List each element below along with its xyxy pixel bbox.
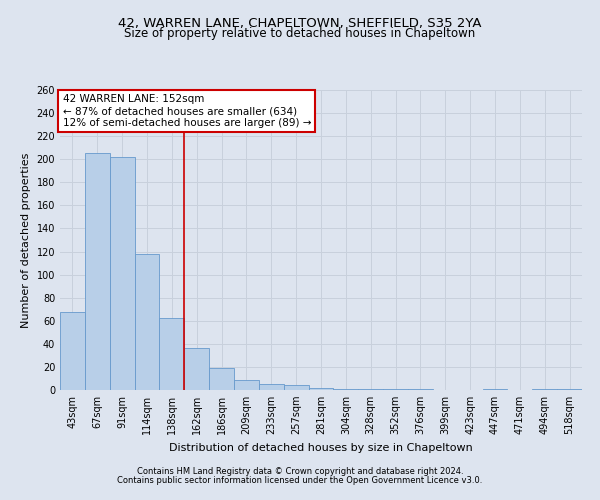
Text: 42, WARREN LANE, CHAPELTOWN, SHEFFIELD, S35 2YA: 42, WARREN LANE, CHAPELTOWN, SHEFFIELD, … (118, 18, 482, 30)
Y-axis label: Number of detached properties: Number of detached properties (21, 152, 31, 328)
Bar (358, 389, 383, 390)
Bar (60, 312, 85, 390)
Bar (308, 388, 334, 390)
Bar (383, 389, 408, 390)
Bar (234, 380, 259, 390)
Bar (408, 389, 433, 390)
Bar (209, 368, 234, 390)
Text: 42 WARREN LANE: 152sqm
← 87% of detached houses are smaller (634)
12% of semi-de: 42 WARREN LANE: 152sqm ← 87% of detached… (62, 94, 311, 128)
Bar (557, 389, 582, 390)
Bar (184, 348, 209, 390)
Bar (134, 254, 160, 390)
Bar (259, 384, 284, 390)
Bar (334, 389, 358, 390)
Bar (284, 386, 308, 390)
X-axis label: Distribution of detached houses by size in Chapeltown: Distribution of detached houses by size … (169, 442, 473, 452)
Bar (110, 157, 134, 390)
Text: Contains HM Land Registry data © Crown copyright and database right 2024.: Contains HM Land Registry data © Crown c… (137, 467, 463, 476)
Bar (482, 389, 508, 390)
Bar (532, 389, 557, 390)
Text: Size of property relative to detached houses in Chapeltown: Size of property relative to detached ho… (124, 28, 476, 40)
Bar (160, 318, 184, 390)
Text: Contains public sector information licensed under the Open Government Licence v3: Contains public sector information licen… (118, 476, 482, 485)
Bar (85, 154, 110, 390)
